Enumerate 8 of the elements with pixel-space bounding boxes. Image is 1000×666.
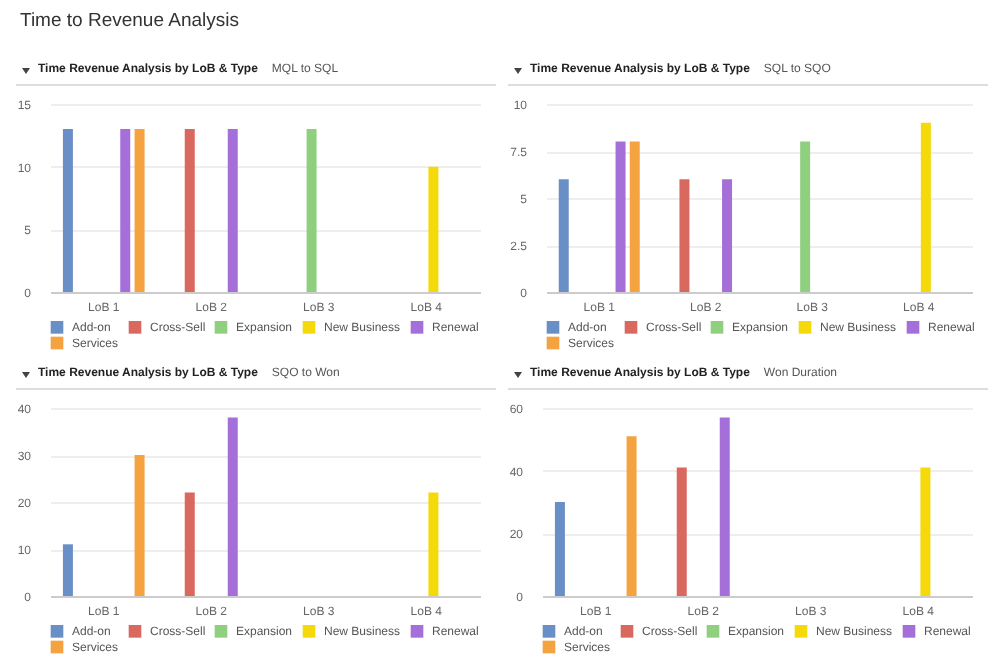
bar: [615, 141, 626, 292]
bar: [920, 122, 931, 292]
bar: [722, 179, 733, 292]
bar: [800, 141, 811, 292]
text: Time to Revenue Analysis: [20, 10, 239, 32]
bar: [558, 179, 569, 292]
bar: [679, 179, 690, 292]
bar: [629, 141, 640, 292]
